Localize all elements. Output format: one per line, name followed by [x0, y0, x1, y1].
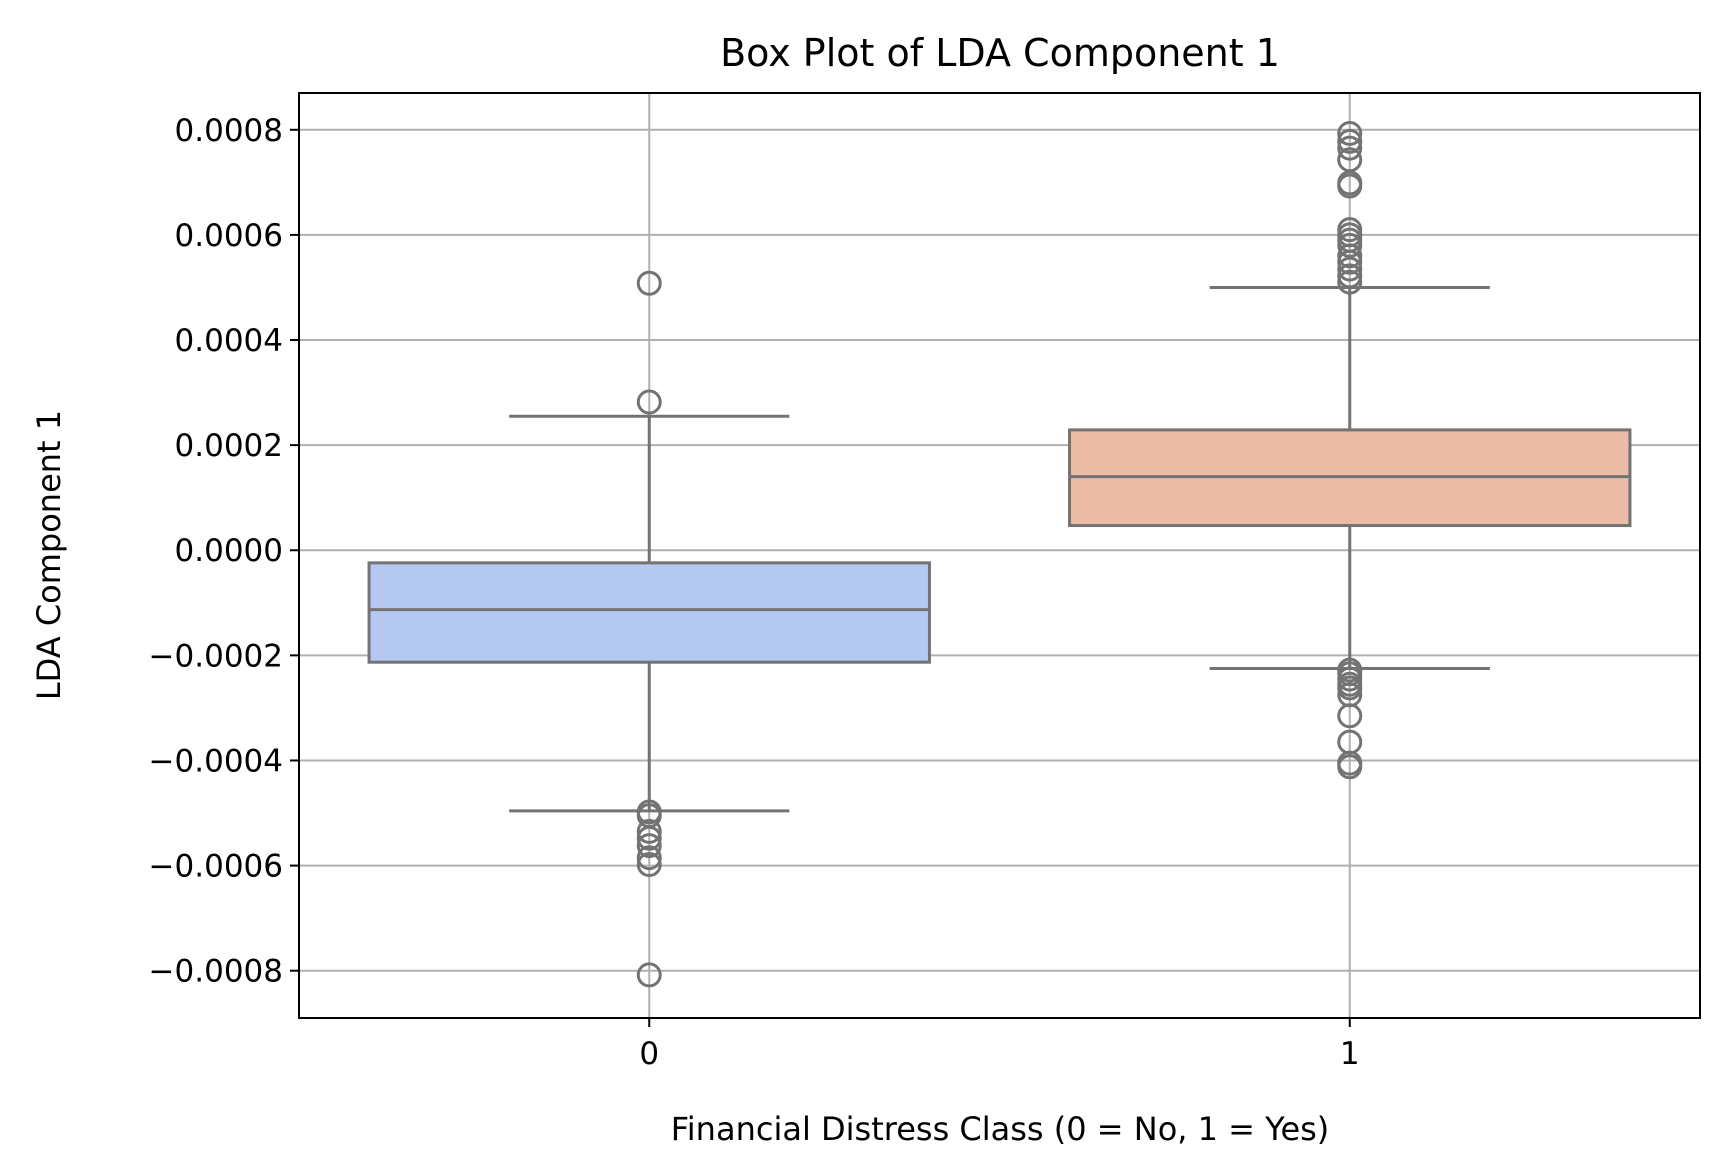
box-group-1	[1068, 120, 1632, 780]
outlier-point	[1337, 135, 1363, 161]
x-tick-label: 0	[639, 1036, 659, 1072]
outlier-point	[636, 845, 662, 871]
chart-title: Box Plot of LDA Component 1	[720, 31, 1280, 75]
outlier-point	[1337, 263, 1363, 289]
outlier-point	[636, 852, 662, 878]
grid-lines	[299, 93, 1700, 1018]
outlier-point	[1337, 120, 1363, 146]
outlier-point	[1337, 243, 1363, 269]
outlier-point	[1337, 269, 1363, 295]
y-tick-label: 0.0004	[175, 323, 283, 359]
y-tick-label: 0.0008	[175, 113, 283, 149]
y-tick-label: −0.0006	[149, 849, 283, 885]
outlier-point	[1337, 128, 1363, 154]
outlier-point	[636, 270, 662, 296]
outlier-point	[636, 818, 662, 844]
y-tick-label: −0.0004	[149, 743, 283, 779]
y-axis-ticks: −0.0008 −0.0006 −0.0004 −0.0002 0.0000 0.0002…	[149, 113, 299, 990]
y-tick-label: 0.0000	[175, 533, 283, 569]
y-tick-label: 0.0006	[175, 218, 283, 254]
outlier-point	[636, 389, 662, 415]
y-tick-label: −0.0002	[149, 638, 283, 674]
y-tick-label: 0.0002	[175, 428, 283, 464]
plot-frame	[298, 92, 1701, 1019]
outlier-point	[636, 833, 662, 859]
y-tick-label: −0.0008	[149, 954, 283, 990]
boxes	[367, 120, 1632, 988]
iqr-box	[367, 561, 931, 664]
outlier-point	[1337, 173, 1363, 199]
outlier-point	[1337, 256, 1363, 282]
outlier-point	[1337, 703, 1363, 729]
outlier-point	[1337, 249, 1363, 275]
outlier-point	[1337, 754, 1363, 780]
x-tick-label: 1	[1340, 1036, 1360, 1072]
x-axis-label: Financial Distress Class (0 = No, 1 = Ye…	[671, 1110, 1330, 1148]
outlier-point	[1337, 232, 1363, 258]
outlier-point	[1337, 675, 1363, 701]
outlier-point	[636, 962, 662, 988]
outlier-point	[636, 825, 662, 851]
y-axis-label: LDA Component 1	[30, 410, 68, 700]
box-group-0	[367, 270, 931, 988]
